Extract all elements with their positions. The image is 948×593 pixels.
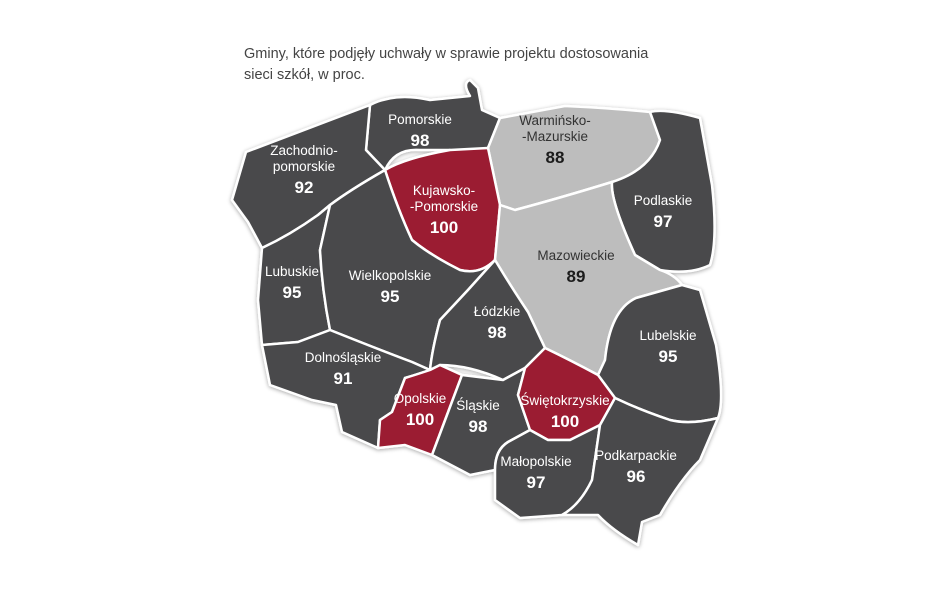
region-name-zachodniopomorskie: pomorskie (273, 159, 335, 174)
region-name-dolnoslaskie: Dolnośląskie (305, 350, 382, 365)
region-name-lubelskie: Lubelskie (639, 328, 696, 343)
region-value-pomorskie: 98 (411, 131, 430, 150)
region-name-zachodniopomorskie: Zachodnio- (270, 143, 338, 158)
region-value-slaskie: 98 (469, 417, 488, 436)
region-value-malopolskie: 97 (527, 473, 546, 492)
region-name-pomorskie: Pomorskie (388, 112, 452, 127)
region-value-dolnoslaskie: 91 (334, 369, 353, 388)
region-podlaskie: Podlaskie 97 (610, 109, 716, 273)
region-value-lodzkie: 98 (488, 323, 507, 342)
map-title: Gminy, które podjęły uchwały w sprawie p… (244, 44, 664, 86)
region-value-kujawsko-pomorskie: 100 (430, 218, 458, 237)
region-value-podlaskie: 97 (654, 212, 673, 231)
region-value-lubelskie: 95 (659, 347, 678, 366)
region-name-slaskie: Śląskie (456, 398, 500, 413)
region-name-lodzkie: Łódzkie (474, 304, 521, 319)
region-podkarpackie: Podkarpackie 96 (560, 396, 720, 547)
region-name-malopolskie: Małopolskie (500, 454, 571, 469)
region-name-warminsko-mazurskie: Warmińsko- (519, 113, 591, 128)
title-line-2: sieci szkół, w proc. (244, 67, 365, 83)
region-shape-lodzkie (428, 258, 547, 382)
region-shape-podkarpackie (560, 396, 720, 547)
region-name-kujawsko-pomorskie: Kujawsko- (413, 183, 475, 198)
region-shape-podlaskie (610, 109, 716, 273)
region-value-warminsko-mazurskie: 88 (546, 148, 565, 167)
region-lubelskie: Lubelskie 95 (596, 283, 723, 424)
region-name-wielkopolskie: Wielkopolskie (349, 268, 432, 283)
region-lodzkie: Łódzkie 98 (428, 258, 547, 382)
region-name-swietokrzyskie: Świętokrzyskie (520, 393, 609, 408)
region-value-zachodniopomorskie: 92 (295, 178, 314, 197)
region-value-wielkopolskie: 95 (381, 287, 400, 306)
region-name-lubuskie: Lubuskie (265, 264, 319, 279)
region-name-opolskie: Opolskie (394, 391, 447, 406)
region-value-swietokrzyskie: 100 (551, 412, 579, 431)
region-name-kujawsko-pomorskie: -Pomorskie (410, 199, 478, 214)
region-opolskie: Opolskie 100 (376, 363, 464, 457)
region-value-mazowieckie: 89 (567, 267, 586, 286)
title-line-1: Gminy, które podjęły uchwały w sprawie p… (244, 46, 649, 62)
region-name-podkarpackie: Podkarpackie (595, 448, 677, 463)
region-value-opolskie: 100 (406, 410, 434, 429)
region-value-podkarpackie: 96 (627, 467, 646, 486)
region-value-lubuskie: 95 (283, 283, 302, 302)
region-name-podlaskie: Podlaskie (634, 193, 693, 208)
region-name-mazowieckie: Mazowieckie (537, 248, 614, 263)
region-name-warminsko-mazurskie: -Mazurskie (522, 129, 588, 144)
region-shape-opolskie (376, 363, 464, 457)
